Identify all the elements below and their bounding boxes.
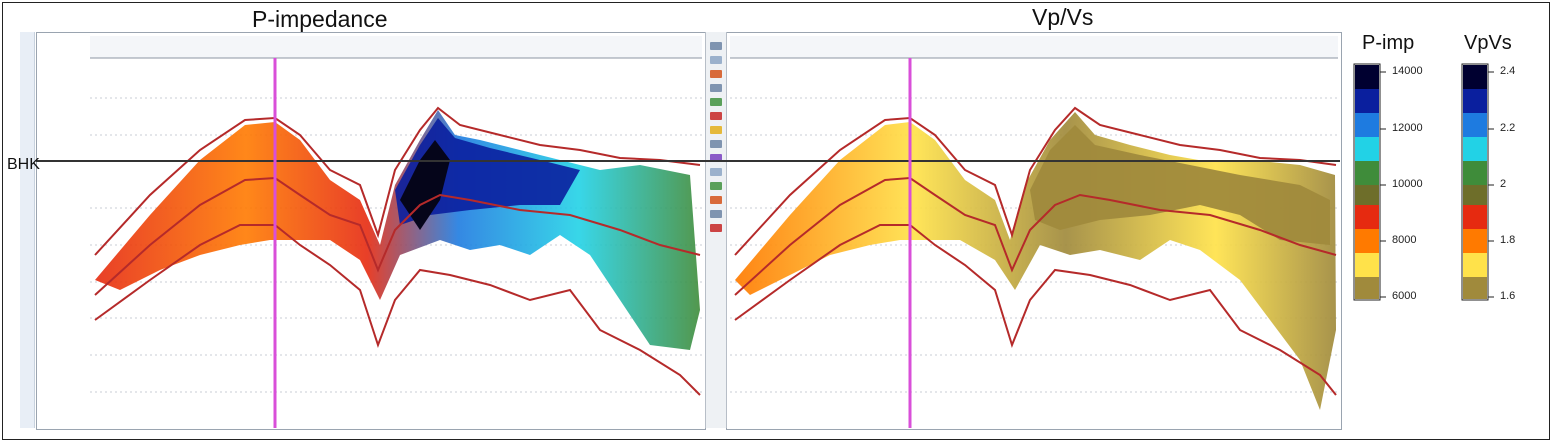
toolbar-icon[interactable] [710,140,722,148]
toolbar-icon[interactable] [710,224,722,232]
toolbar-icon[interactable] [710,210,722,218]
vpvs-tick-label: 1.6 [1500,290,1516,302]
pimp-tick-label: 6000 [1392,290,1417,302]
toolbar-icon[interactable] [710,126,722,134]
pimp-tick-label: 14000 [1392,65,1423,77]
left-panel-title: P-impedance [252,6,388,32]
vpvs-tick-label: 2.2 [1500,122,1516,134]
toolbar-icon[interactable] [710,56,722,64]
vpvs-colorbar [1461,63,1489,301]
toolbar-icon[interactable] [710,42,722,50]
pimp-tick-label: 10000 [1392,178,1423,190]
right-horizons [734,106,1337,396]
right-panel-title: Vp/Vs [1032,4,1094,30]
p-impedance-fill [95,110,700,350]
toolbar-icon[interactable] [710,98,722,106]
left-horizons [94,106,701,396]
toolbar-icon[interactable] [710,196,722,204]
toolbar-icon[interactable] [710,112,722,120]
vpvs-tick-label: 2.4 [1500,65,1516,77]
vpvs-tick-label: 2 [1500,178,1507,190]
toolbar-icon[interactable] [710,182,722,190]
vpvs-low-zone [1030,125,1330,245]
left-header-ticks [90,36,702,59]
toolbar-icon[interactable] [710,84,722,92]
vpvs-colorbar-title: VpVs [1464,32,1512,54]
p-impedance-black-zone [400,140,450,230]
p-impedance-high-zone [395,118,580,225]
left-axis-strip [20,32,35,428]
right-header-ticks [730,36,1338,59]
toolbar-icon[interactable] [710,154,722,162]
pimp-tick-label: 12000 [1392,122,1423,134]
toolbar-icon[interactable] [710,168,722,176]
section-toolbar [705,32,727,428]
toolbar-icon[interactable] [710,70,722,78]
colorbar-tick-marks [1380,71,1494,298]
pimp-colorbar-title: P-imp [1362,32,1415,54]
pimp-tick-label: 8000 [1392,234,1417,246]
pimp-colorbar [1353,63,1381,301]
bhk-horizon-label: BHK [7,156,40,173]
vpvs-fill [735,112,1336,410]
vpvs-tick-label: 1.8 [1500,234,1516,246]
